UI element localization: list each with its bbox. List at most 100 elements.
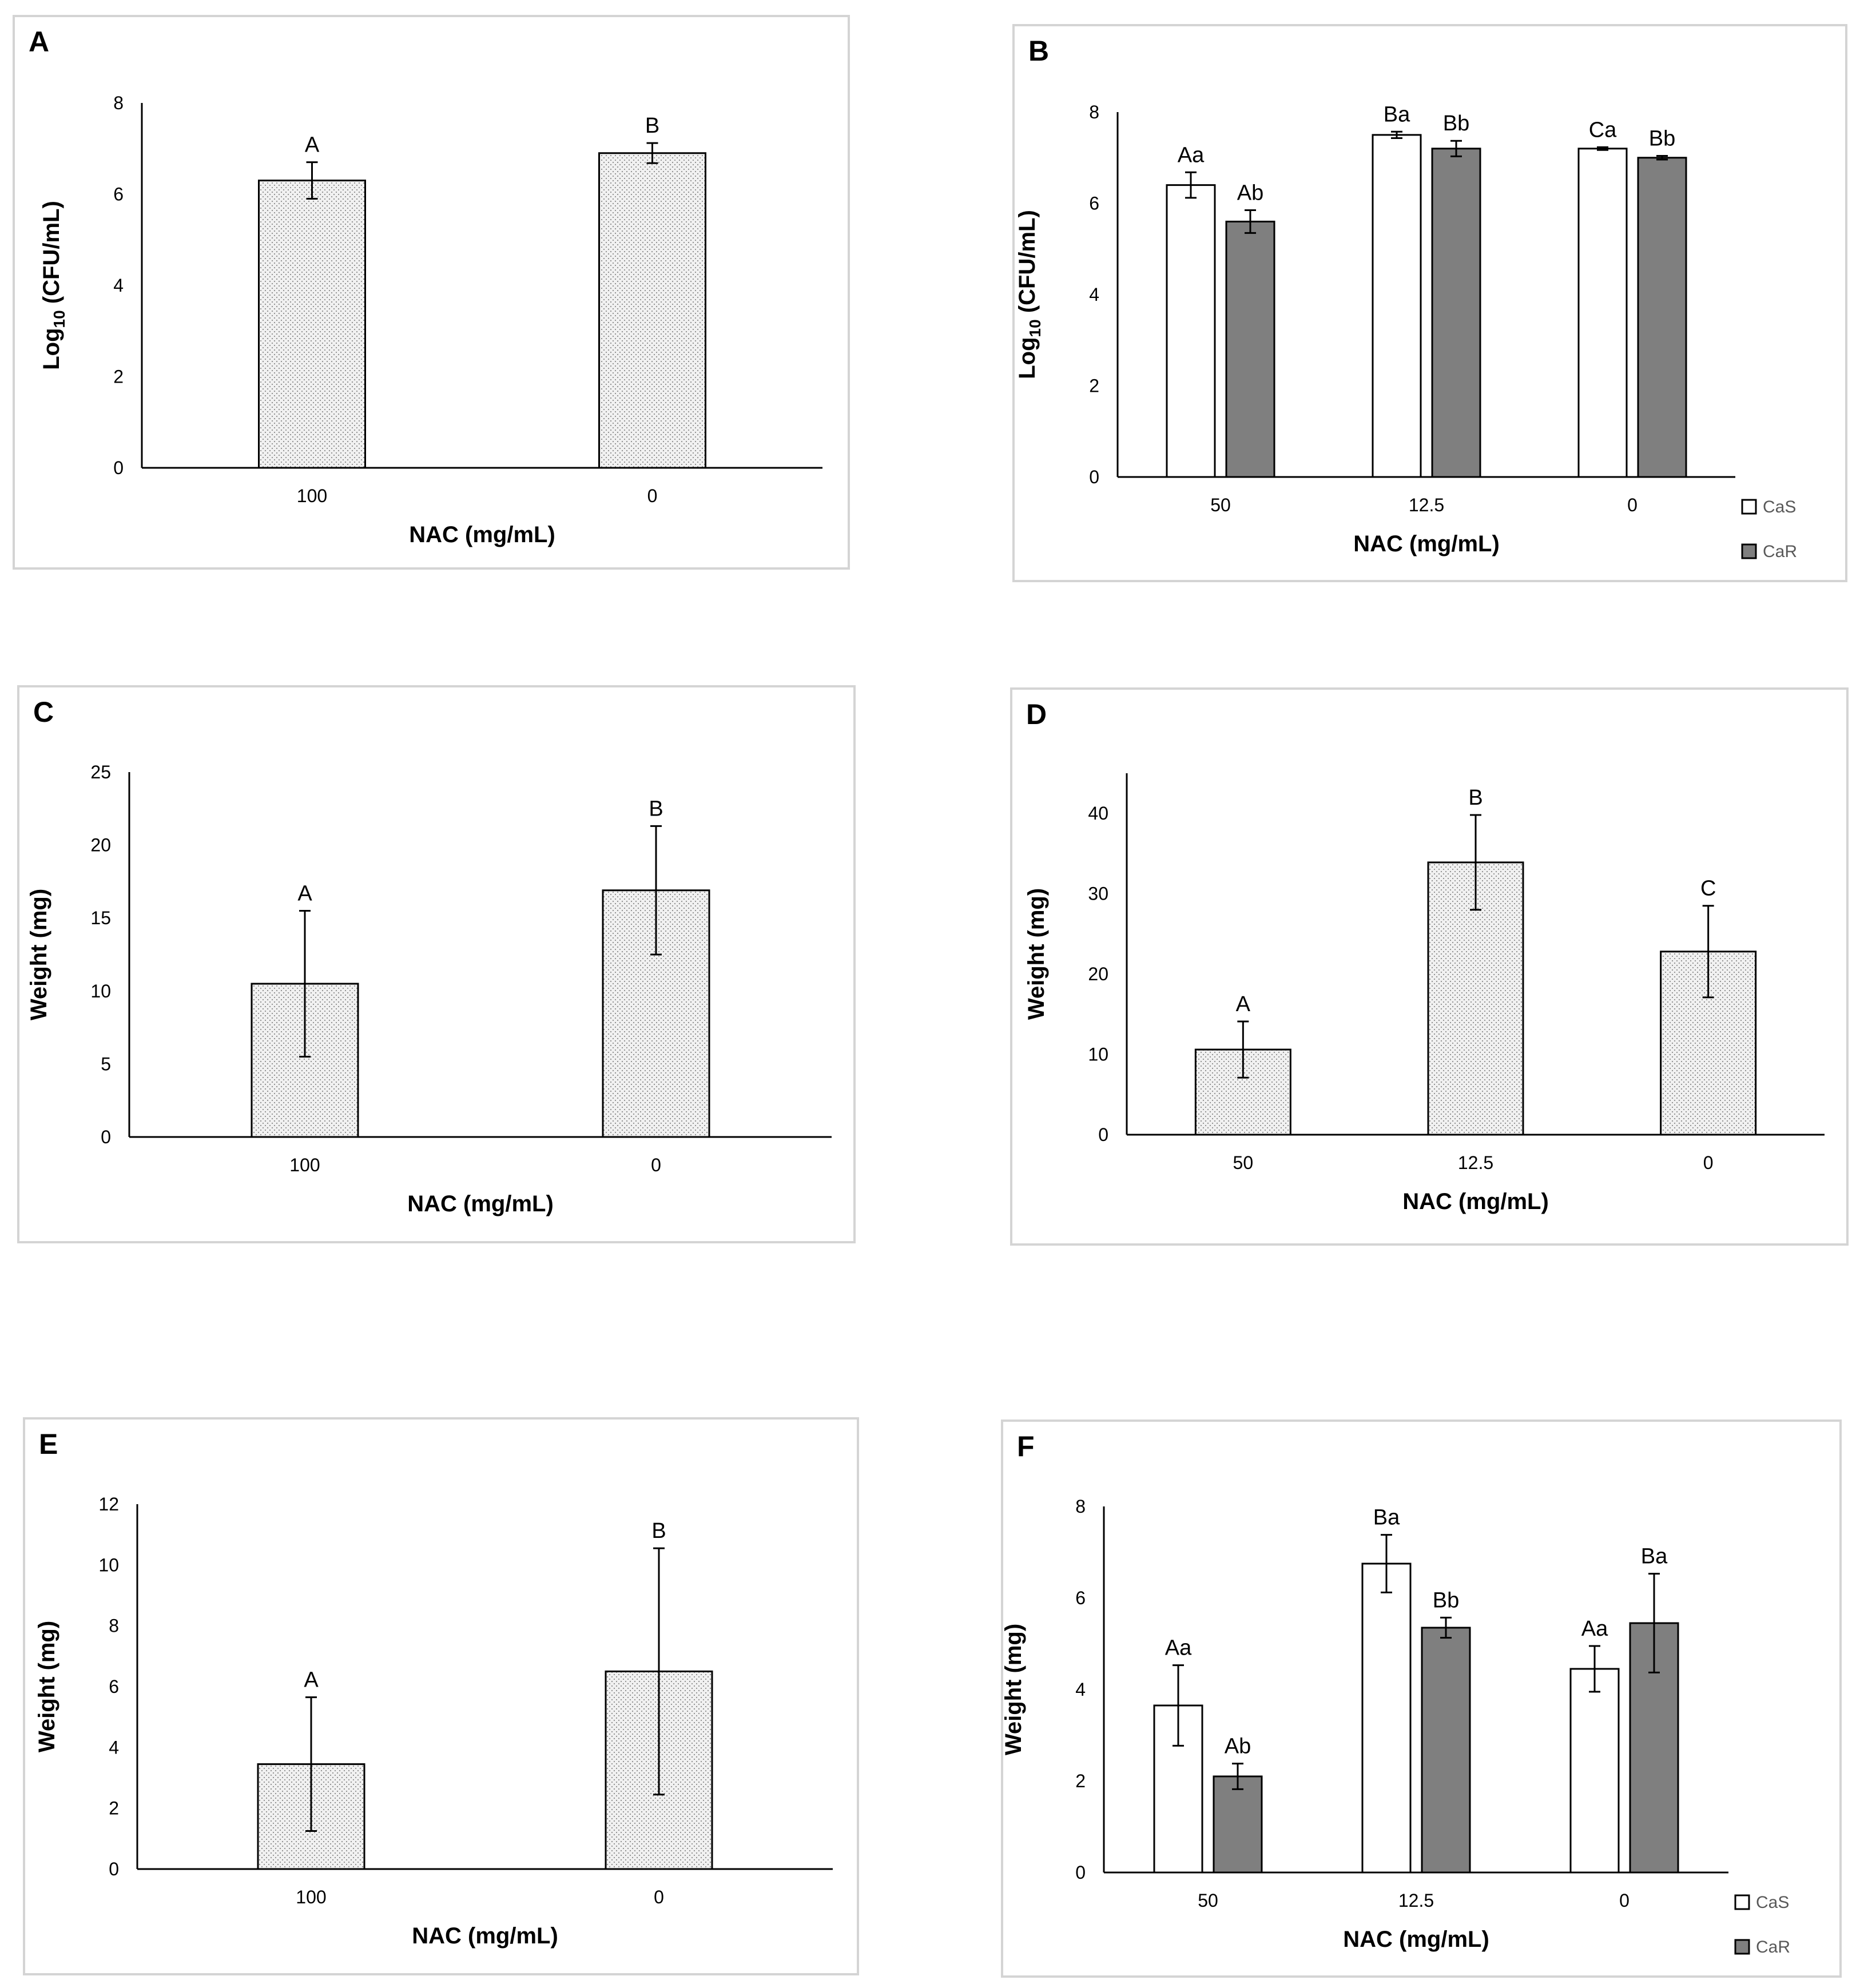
data-label: Ab (1237, 181, 1263, 205)
legend-label: CaR (1763, 542, 1797, 561)
y-tick-label: 10 (98, 1554, 119, 1575)
bar (1213, 1775, 1263, 1874)
panel-e: E 0 2 4 6 8 10 12 Weight (mg) NAC (mg/mL) 100 A 0 B (23, 1417, 859, 1975)
data-label: B (651, 1519, 666, 1543)
y-tick-label: 40 (1088, 803, 1108, 824)
y-tick-label: 2 (109, 1798, 119, 1819)
data-label: Ab (1225, 1735, 1251, 1759)
chart-e: 0 2 4 6 8 10 12 Weight (mg) NAC (mg/mL) 100 A 0 B (34, 1494, 833, 1949)
data-label: Aa (1165, 1636, 1192, 1660)
legend-label: CaS (1763, 498, 1796, 516)
y-tick-label: 0 (113, 458, 124, 478)
x-tick-label: 100 (297, 486, 327, 506)
legend-swatch (1741, 499, 1757, 515)
y-tick-label: 2 (1075, 1771, 1086, 1791)
y-tick-label: 6 (1075, 1588, 1086, 1608)
chart-d: 0 10 20 30 40 Weight (mg) NAC (mg/mL) 50 A 12.5 B 0… (1024, 773, 1825, 1214)
x-tick-label: 100 (296, 1887, 326, 1907)
legend-swatch (1734, 1939, 1750, 1955)
data-label: Ba (1384, 102, 1410, 126)
y-tick-label: 25 (90, 762, 111, 782)
data-label: Ca (1589, 118, 1617, 142)
x-tick-label: 0 (654, 1887, 664, 1907)
bar (1372, 134, 1422, 478)
data-label: A (305, 133, 320, 157)
y-tick-label: 0 (1075, 1862, 1086, 1883)
chart-f: 0 2 4 6 8 Weight (mg) NAC (mg/mL) 50 Aa Ab 12.5 Ba B… (1001, 1496, 1790, 1957)
y-tick-label: 0 (1098, 1124, 1108, 1145)
data-label: A (297, 881, 312, 905)
bar (598, 152, 706, 469)
data-label: A (1236, 992, 1251, 1016)
x-tick-label: 12.5 (1409, 495, 1444, 515)
y-axis-title: Log10 (CFU/mL) (39, 201, 68, 370)
panel-c: C 0 5 10 15 20 25 Weight (mg) NAC (mg/mL) 100 A 0 B (17, 685, 856, 1243)
y-axis-title: Weight (mg) (26, 889, 51, 1020)
y-tick-label: 0 (1089, 467, 1099, 487)
data-label: Bb (1433, 1588, 1459, 1612)
data-label: Aa (1581, 1617, 1608, 1641)
y-tick-label: 4 (1075, 1679, 1086, 1700)
panel-b: B 0 2 4 6 8 Log10 (CFU/mL) NAC (mg/mL) 50 Aa Ab 12… (1012, 24, 1847, 582)
data-label: A (304, 1668, 319, 1692)
y-tick-label: 2 (113, 367, 124, 387)
y-tick-label: 6 (113, 184, 124, 205)
data-label: Bb (1649, 127, 1675, 151)
y-tick-label: 8 (109, 1616, 119, 1636)
y-axis-title: Log10 (CFU/mL) (1015, 210, 1044, 379)
legend-label: CaS (1756, 1893, 1789, 1912)
y-tick-label: 8 (1075, 1496, 1086, 1517)
y-tick-label: 8 (113, 93, 124, 113)
y-axis-title: Weight (mg) (1024, 888, 1049, 1020)
y-tick-label: 6 (109, 1676, 119, 1697)
y-tick-label: 4 (1089, 284, 1099, 305)
panel-label-f: F (1017, 1430, 1035, 1462)
bar (1577, 148, 1628, 478)
legend-swatch (1741, 543, 1757, 559)
y-axis-title: Weight (mg) (34, 1621, 59, 1752)
chart-b: 0 2 4 6 8 Log10 (CFU/mL) NAC (mg/mL) 50 Aa Ab 12.5… (1015, 102, 1797, 561)
x-tick-label: 0 (647, 486, 658, 506)
bar (1569, 1668, 1620, 1874)
panel-label-a: A (29, 26, 50, 58)
y-tick-label: 12 (98, 1494, 119, 1514)
bar (1166, 184, 1216, 478)
y-tick-label: 0 (109, 1859, 119, 1879)
x-tick-label: 100 (289, 1155, 320, 1175)
x-tick-label: 50 (1210, 495, 1231, 515)
legend-swatch (1734, 1894, 1750, 1910)
x-axis-title: NAC (mg/mL) (1343, 1927, 1489, 1952)
panel-label-e: E (39, 1428, 58, 1460)
y-tick-label: 4 (109, 1737, 119, 1758)
x-tick-label: 0 (1619, 1890, 1630, 1911)
data-label: Ba (1641, 1545, 1668, 1569)
chart-a: 0 2 4 6 8 Log10 (CFU/mL) NAC (mg/mL) 100 A 0 B (39, 93, 822, 547)
bar (1225, 220, 1275, 478)
y-tick-label: 20 (90, 835, 111, 856)
x-tick-label: 0 (651, 1155, 661, 1175)
panel-label-b: B (1028, 35, 1050, 67)
x-axis-title: NAC (mg/mL) (407, 1191, 554, 1216)
bar (1361, 1562, 1412, 1874)
chart-c: 0 5 10 15 20 25 Weight (mg) NAC (mg/mL) 100 A 0 B (26, 762, 832, 1216)
x-axis-title: NAC (mg/mL) (1353, 531, 1500, 556)
bar (258, 180, 366, 469)
x-tick-label: 12.5 (1458, 1152, 1493, 1173)
x-tick-label: 0 (1627, 495, 1638, 515)
y-tick-label: 2 (1089, 376, 1099, 396)
y-tick-label: 15 (90, 908, 111, 928)
panel-d: D 0 10 20 30 40 Weight (mg) NAC (mg/mL) 50 A 12.5… (1010, 687, 1849, 1246)
y-tick-label: 0 (101, 1127, 111, 1147)
panel-f: F 0 2 4 6 8 Weight (mg) NAC (mg/mL) 50 Aa Ab 12.5 B… (1001, 1420, 1842, 1978)
y-tick-label: 5 (101, 1053, 111, 1074)
legend-label: CaR (1756, 1938, 1790, 1957)
x-axis-title: NAC (mg/mL) (1402, 1189, 1549, 1214)
bar (1637, 157, 1687, 478)
x-tick-label: 12.5 (1398, 1890, 1434, 1911)
panel-label-d: D (1026, 698, 1047, 730)
x-tick-label: 0 (1703, 1152, 1714, 1173)
y-tick-label: 10 (1088, 1044, 1108, 1065)
x-tick-label: 50 (1233, 1152, 1254, 1173)
y-tick-label: 30 (1088, 884, 1108, 904)
data-label: Bb (1443, 112, 1469, 136)
